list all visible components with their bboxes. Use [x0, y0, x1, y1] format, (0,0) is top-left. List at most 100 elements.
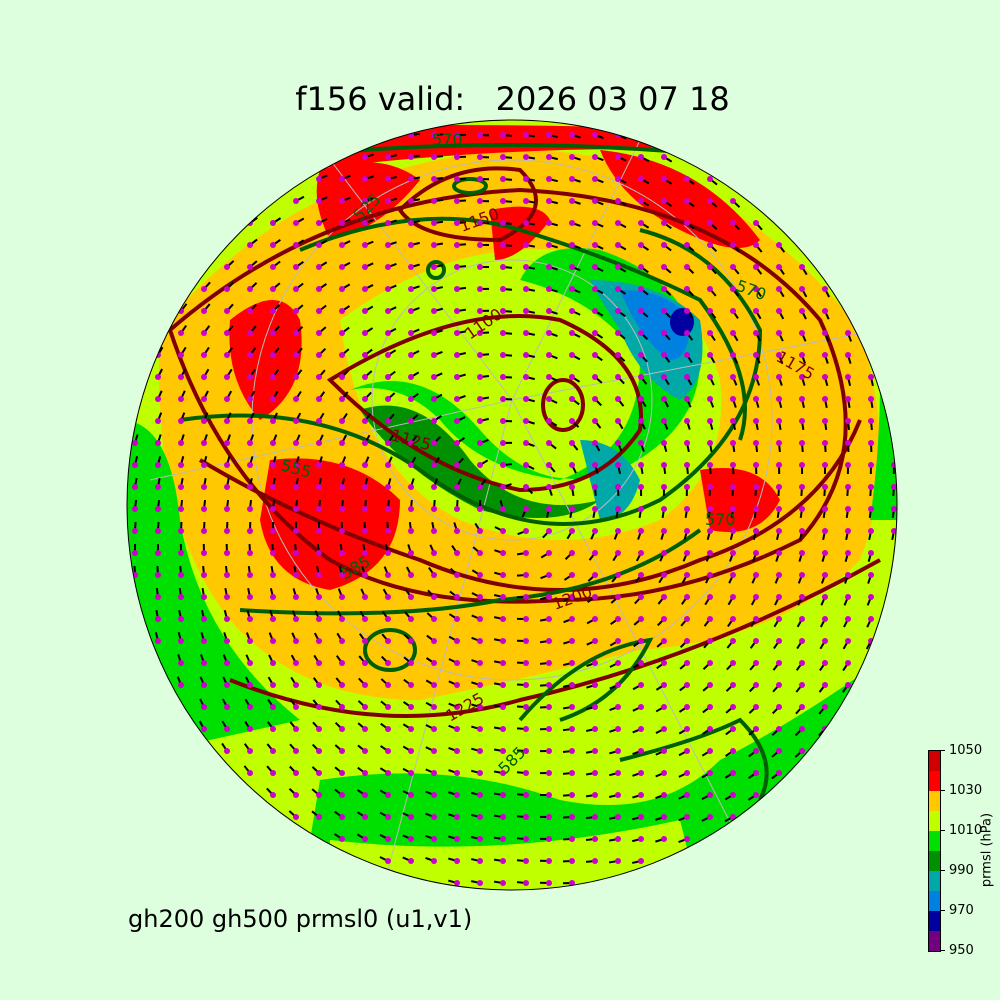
wind-vector: [680, 616, 690, 627]
wind-vector: [311, 810, 322, 820]
wind-vector: [402, 812, 414, 820]
wind-vector: [753, 374, 761, 386]
wind-vector: [613, 528, 621, 540]
wind-vector: [221, 742, 230, 754]
wind-vector: [431, 329, 443, 336]
wind-vector: [448, 791, 460, 798]
wind-vector: [609, 682, 621, 690]
wind-vector: [592, 220, 604, 228]
wind-vector: [500, 330, 513, 336]
wind-vector: [638, 264, 649, 274]
wind-vector: [454, 394, 466, 402]
wind-vector: [224, 390, 233, 402]
wind-vector: [408, 435, 418, 446]
wind-vector: [247, 477, 253, 490]
wind-vector: [356, 833, 368, 842]
colorbar-tick: 1010: [940, 823, 982, 838]
wind-vector: [661, 176, 673, 185]
wind-vector: [612, 550, 621, 562]
wind-vector: [334, 833, 345, 842]
wind-vector: [569, 198, 581, 205]
wind-vector: [451, 544, 460, 556]
wind-vector: [357, 744, 368, 754]
wind-vector: [176, 676, 184, 688]
wind-vector: [569, 154, 581, 161]
wind-vector: [471, 725, 483, 732]
wind-vector: [592, 132, 604, 140]
wind-vector: [247, 390, 256, 402]
wind-vector: [385, 499, 391, 512]
wind-vector: [562, 726, 575, 732]
wind-vector: [749, 638, 759, 649]
wind-vector: [293, 304, 304, 314]
wind-vector: [339, 434, 348, 446]
wind-vector: [749, 682, 759, 693]
wind-vector: [339, 499, 345, 512]
wind-vector: [293, 326, 304, 336]
wind-vector: [288, 810, 299, 820]
wind-vector: [592, 440, 601, 452]
wind-vector: [633, 638, 644, 648]
wind-vector: [659, 550, 667, 562]
wind-vector: [380, 722, 391, 732]
wind-vector: [678, 704, 690, 713]
wind-vector: [845, 462, 851, 475]
wind-vector: [523, 286, 536, 292]
wind-vector: [730, 308, 739, 320]
wind-vector: [794, 748, 805, 758]
wind-vector: [586, 638, 598, 646]
wind-vector: [637, 528, 644, 540]
wind-vector: [493, 682, 506, 688]
wind-vector: [516, 594, 529, 600]
wind-vector: [362, 456, 370, 468]
wind-vector: [868, 484, 874, 497]
wind-vector: [609, 770, 621, 777]
wind-vector: [380, 700, 391, 710]
wind-vector: [842, 638, 851, 650]
wind-vector: [270, 521, 276, 534]
wind-vector: [178, 521, 184, 534]
wind-vector: [564, 550, 575, 560]
wind-vector: [316, 499, 322, 512]
wind-vector: [592, 264, 604, 272]
colorbar-tick: 970: [940, 903, 974, 918]
wind-vector: [293, 347, 303, 358]
wind-vector: [774, 594, 782, 606]
wind-vector: [431, 414, 442, 424]
wind-vector: [247, 434, 255, 446]
wind-vector: [634, 572, 644, 583]
wind-vector: [845, 330, 852, 342]
wind-vector: [316, 434, 324, 446]
wind-vector: [657, 616, 667, 627]
wind-vector: [655, 704, 667, 713]
wind-vector: [822, 308, 830, 320]
wind-vector: [454, 478, 462, 490]
wind-vector: [539, 770, 552, 776]
wind-vector: [289, 765, 299, 776]
wind-vector: [590, 528, 598, 540]
wind-vector: [244, 698, 253, 710]
wind-vector: [707, 352, 716, 364]
contour-label: 570: [705, 510, 736, 529]
wind-vector: [311, 766, 322, 776]
colorbar: [928, 750, 941, 952]
wind-vector: [546, 154, 558, 161]
wind-vector: [776, 330, 784, 342]
wind-vector: [795, 682, 805, 693]
wind-vector: [684, 242, 695, 252]
wind-vector: [585, 836, 598, 842]
wind-vector: [471, 813, 483, 820]
wind-vector: [199, 698, 207, 710]
wind-vector: [154, 632, 161, 644]
wind-vector: [431, 132, 444, 138]
wind-vector: [773, 638, 782, 649]
wind-vector: [336, 632, 345, 644]
wind-vector: [707, 198, 718, 208]
wind-vector: [316, 304, 327, 314]
wind-vector: [270, 543, 276, 556]
wind-vector: [405, 566, 414, 578]
wind-vector: [493, 638, 506, 644]
wind-vector: [868, 462, 874, 475]
wind-vector: [822, 352, 829, 364]
wind-vector: [822, 506, 828, 519]
